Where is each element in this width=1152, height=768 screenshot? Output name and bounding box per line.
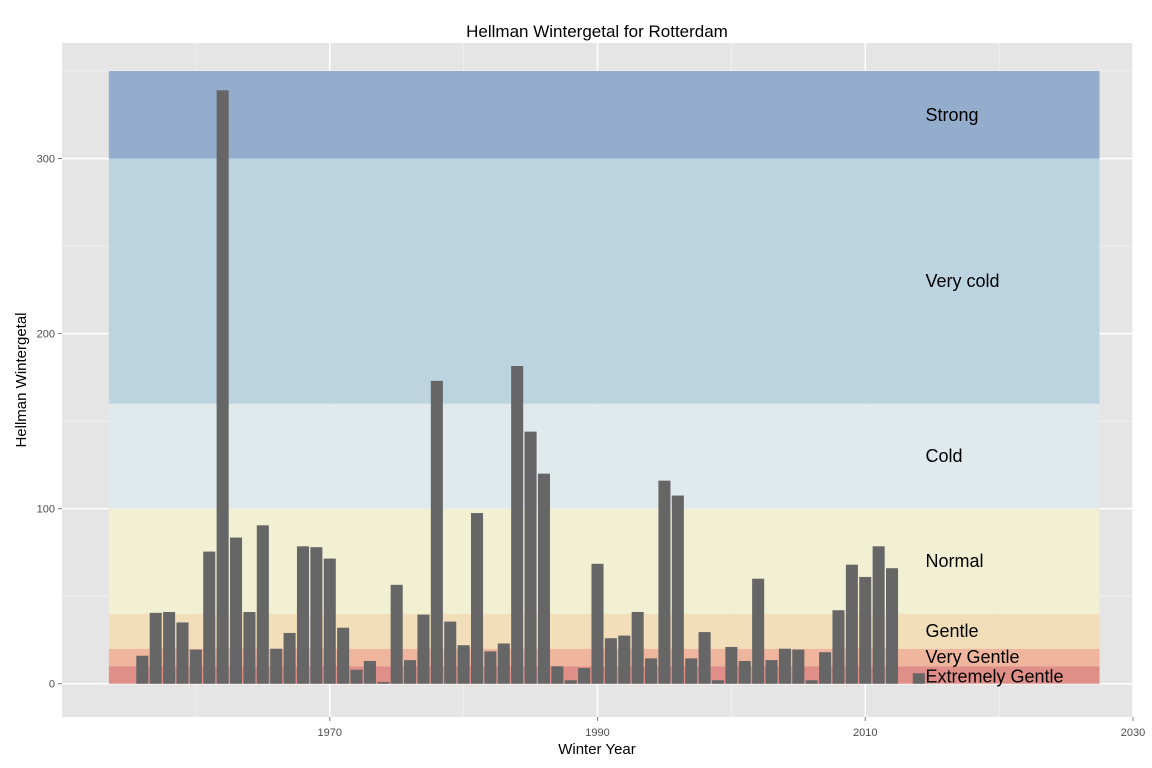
bar — [711, 680, 725, 684]
bar — [778, 648, 791, 684]
bar — [631, 611, 644, 684]
x-tick-label: 1970 — [318, 727, 342, 739]
bar — [457, 645, 470, 684]
bar — [859, 576, 872, 684]
bar — [671, 495, 684, 684]
bar — [685, 658, 698, 684]
bar — [752, 578, 765, 684]
x-axis-ticks: 1970 1990 2010 2030 — [318, 717, 1145, 739]
climate-bands — [108, 71, 1100, 684]
bar — [256, 525, 269, 684]
x-tick-label: 2030 — [1121, 727, 1145, 739]
bar — [296, 546, 309, 684]
bar — [243, 611, 256, 684]
bar — [497, 643, 510, 684]
bar — [845, 564, 858, 684]
bar — [203, 551, 216, 684]
bars — [136, 90, 925, 684]
band-normal — [108, 508, 1100, 614]
y-tick-label: 100 — [37, 504, 55, 516]
bar — [189, 649, 202, 684]
chart-title: Hellman Wintergetal for Rotterdam — [466, 22, 728, 41]
bar — [645, 658, 658, 684]
y-axis-ticks: 0 100 200 300 — [37, 154, 62, 691]
x-tick-label: 2010 — [853, 727, 877, 739]
bar — [444, 621, 457, 684]
bar — [404, 660, 417, 684]
bar — [230, 537, 243, 684]
bar — [337, 627, 350, 684]
bar — [658, 480, 671, 684]
band-label: Very Gentle — [925, 647, 1019, 667]
band-label: Cold — [925, 446, 962, 466]
bar — [524, 431, 537, 684]
band-label: Strong — [925, 105, 978, 125]
bar — [738, 660, 751, 684]
bar — [323, 558, 336, 684]
y-axis-title: Hellman Wintergetal — [13, 312, 30, 447]
bar — [283, 632, 296, 684]
band-gentle — [108, 613, 1100, 649]
bar — [872, 546, 885, 684]
bar — [912, 673, 925, 684]
bar — [350, 669, 363, 684]
y-tick-label: 300 — [37, 154, 55, 166]
bar — [537, 473, 550, 684]
bar — [578, 667, 591, 684]
bar — [698, 632, 711, 684]
bar — [886, 568, 899, 684]
bar — [176, 622, 189, 684]
bar — [270, 648, 283, 684]
band-cold — [108, 403, 1100, 509]
band-label: Gentle — [925, 621, 978, 641]
x-axis-title: Winter Year — [558, 741, 636, 758]
bar — [591, 563, 604, 684]
bar — [310, 547, 323, 684]
bar — [551, 666, 564, 684]
bar — [792, 649, 805, 684]
x-tick-label: 1990 — [585, 727, 609, 739]
bar — [136, 655, 149, 684]
bar — [216, 90, 229, 684]
bar — [470, 513, 484, 684]
band-label: Extremely Gentle — [925, 666, 1063, 686]
bar — [484, 651, 497, 684]
bar — [604, 638, 617, 684]
bar — [417, 614, 430, 684]
bar — [564, 680, 577, 684]
y-tick-label: 0 — [49, 679, 55, 691]
band-label: Very cold — [925, 271, 999, 291]
bar — [819, 652, 832, 684]
bar — [725, 646, 738, 684]
y-tick-label: 200 — [37, 329, 55, 341]
bar — [363, 660, 376, 684]
bar — [377, 681, 390, 684]
bar — [163, 611, 176, 684]
bar — [765, 660, 778, 684]
bar — [832, 610, 845, 684]
bar — [390, 584, 403, 684]
band-strong — [108, 71, 1100, 159]
bar — [805, 680, 818, 684]
band-label: Normal — [925, 551, 983, 571]
bar — [618, 635, 631, 684]
band-very-cold — [108, 158, 1100, 404]
bar — [430, 380, 443, 684]
bar — [511, 365, 524, 684]
bar — [149, 612, 162, 684]
